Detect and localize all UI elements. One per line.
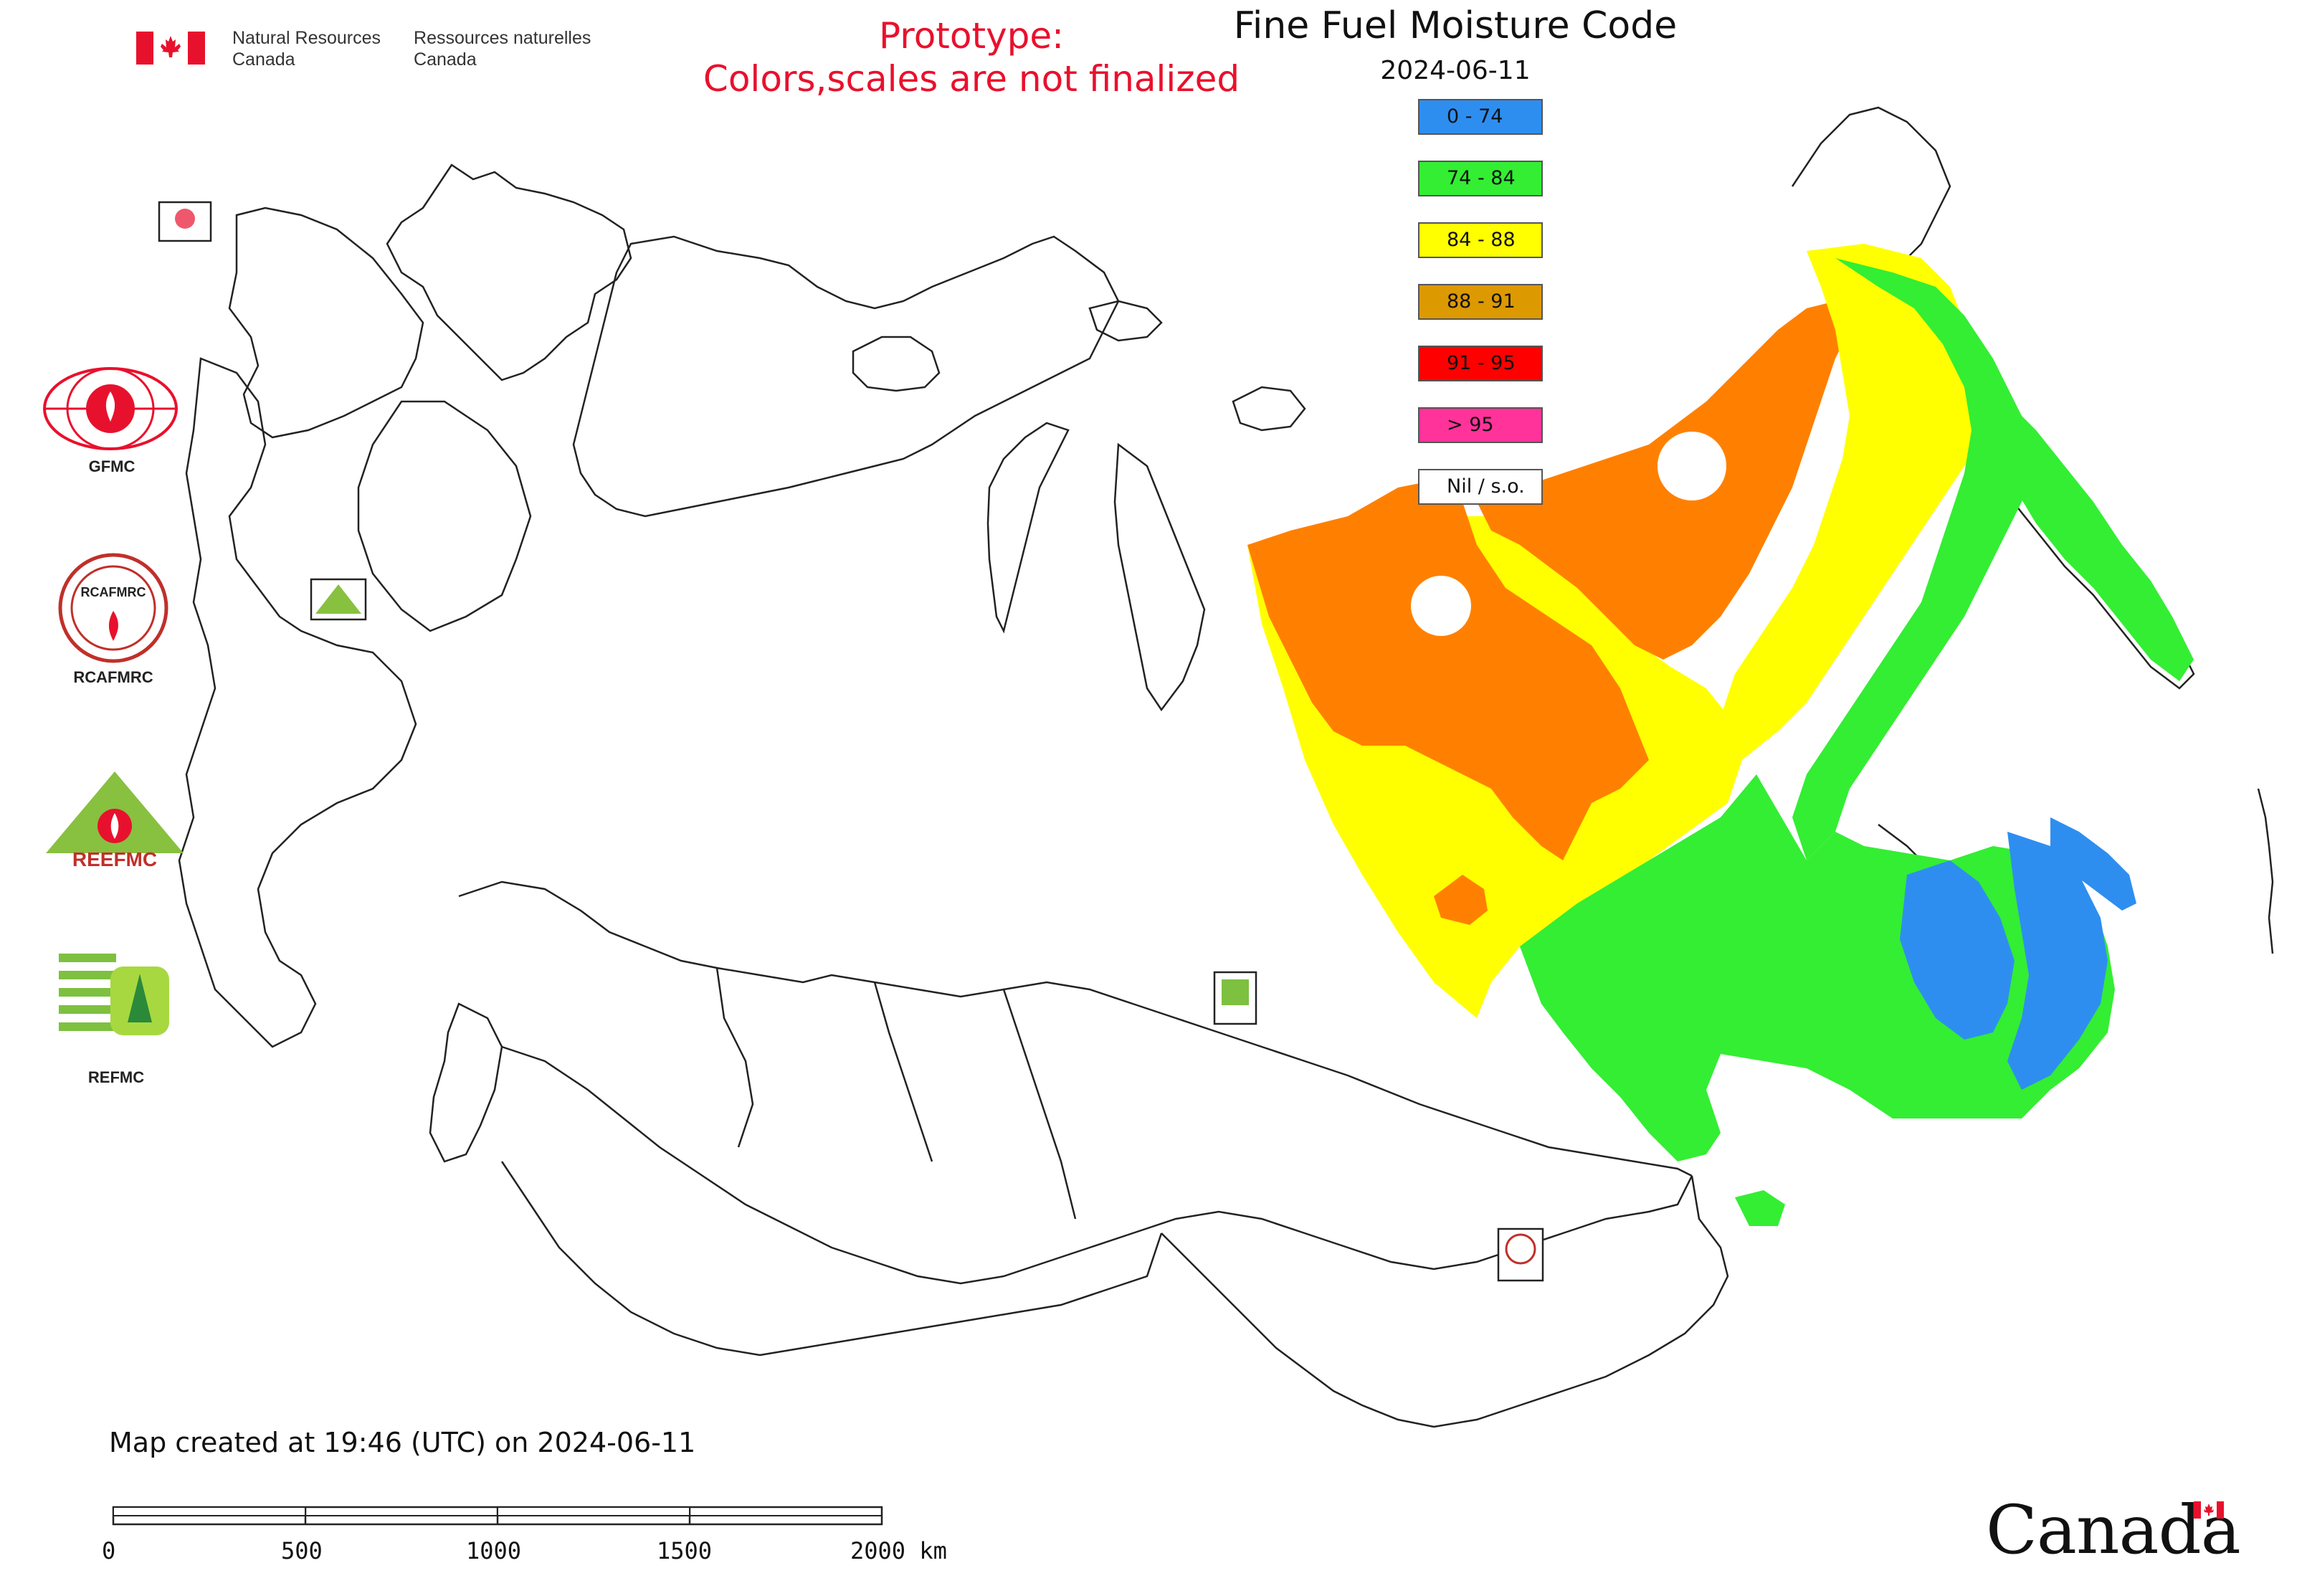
legend-item-74-84: 74 - 84 — [1418, 161, 1543, 196]
southern-border-outline — [458, 880, 1693, 1177]
kazakhstan-south-outline — [500, 1161, 1163, 1357]
gfmc-logo: GFMC — [40, 366, 181, 475]
legend-label: 91 - 95 — [1447, 352, 1516, 374]
nil-circle-2 — [1411, 576, 1471, 636]
inner-borders — [715, 967, 1077, 1220]
legend-item-84-88: 84 - 88 — [1418, 222, 1543, 258]
map-date: 2024-06-11 — [1380, 56, 1531, 85]
scale-tick-500: 500 — [281, 1537, 323, 1564]
franz-josef-outline — [1088, 300, 1163, 342]
severnaya-outline — [1232, 386, 1306, 432]
department-name-en: Natural Resources Canada — [232, 27, 381, 70]
scale-tick-1000: 1000 — [466, 1537, 522, 1564]
reefmc-emblem-icon: REEFMC — [46, 771, 184, 870]
legend-label: > 95 — [1447, 414, 1494, 436]
gfmc-label: GFMC — [88, 457, 135, 475]
government-signature: Natural Resources Canada Ressources natu… — [136, 27, 591, 70]
department-en-line1: Natural Resources — [232, 28, 381, 48]
department-fr-line1: Ressources naturelles — [414, 28, 591, 48]
region-blue-sakhalin — [2050, 817, 2136, 911]
region-yellow-north — [1721, 244, 1993, 760]
caspian-outline — [429, 1002, 503, 1163]
svg-text:RCAFMRC: RCAFMRC — [81, 585, 146, 599]
yamal-outline — [1113, 442, 1206, 712]
region-blue-east — [1900, 860, 2015, 1040]
department-en-line2: Canada — [232, 49, 295, 70]
region-green-island — [1735, 1190, 1785, 1226]
kuril-outline — [2257, 788, 2274, 954]
region-green-kamchatka — [2000, 402, 2194, 681]
legend-item-nil: Nil / s.o. — [1418, 469, 1543, 505]
refmc-emblem-icon — [59, 948, 173, 1041]
rcafmrc-logo: RCAFMRC RCAFMRC — [57, 552, 169, 686]
rcafmrc-label: RCAFMRC — [73, 668, 153, 686]
map-created-text: Map created at 19:46 (UTC) on 2024-06-11 — [109, 1427, 696, 1458]
scale-tick-0: 0 — [102, 1537, 116, 1564]
region-orange-west — [1247, 480, 1649, 860]
rcafmrc-marker — [1497, 1227, 1544, 1282]
country-borders — [178, 106, 2274, 1428]
prototype-line1: Prototype: — [878, 15, 1065, 57]
refmc-label: REFMC — [87, 1068, 145, 1086]
svg-text:REEFMC: REEFMC — [72, 848, 157, 869]
legend-label: 74 - 84 — [1447, 167, 1516, 189]
legend-item-88-91: 88 - 91 — [1418, 284, 1543, 320]
legend-label: 0 - 74 — [1447, 105, 1503, 128]
western-europe-outline — [178, 357, 417, 1048]
scale-tick-2000: 2000 km — [850, 1537, 947, 1564]
nil-circle-1 — [1657, 432, 1726, 500]
prototype-line2: Colors,scales are not finalized — [703, 58, 1240, 100]
legend-item-91-95: 91 - 95 — [1418, 346, 1543, 381]
chukotka-outline — [1791, 106, 1951, 266]
gfmc-emblem-icon — [43, 367, 178, 450]
region-green-south — [1520, 774, 2115, 1162]
central-europe-outline — [357, 400, 532, 632]
novaya-zemlya-outline — [986, 422, 1070, 634]
department-fr-line2: Canada — [414, 49, 477, 70]
northern-coast-outline — [572, 235, 1120, 518]
reefmc-logo: REEFMC — [37, 769, 192, 872]
kola-peninsula-outline — [852, 336, 941, 392]
mongolia-outline — [1161, 1175, 1729, 1428]
refmc-logo: REFMC — [59, 948, 173, 1086]
ffmc-raster — [1247, 244, 2194, 1226]
rcafmrc-emblem-icon: RCAFMRC — [58, 553, 168, 663]
region-green-north — [1792, 258, 2036, 860]
map-title: Fine Fuel Moisture Code — [1233, 4, 1678, 47]
scandinavia-outline — [386, 163, 632, 381]
legend-label: Nil / s.o. — [1447, 475, 1525, 498]
region-blue-coast — [2007, 832, 2108, 1090]
legend-label: 88 - 91 — [1447, 290, 1516, 313]
region-orange-blob — [1434, 875, 1488, 925]
scale-tick-1500: 1500 — [657, 1537, 713, 1564]
legend-label: 84 - 88 — [1447, 229, 1516, 251]
legend-item-0-74: 0 - 74 — [1418, 99, 1543, 135]
legend-item-over-95: > 95 — [1418, 407, 1543, 443]
map-logo-markers — [158, 201, 1544, 1282]
scale-bar — [112, 1506, 883, 1526]
department-name-fr: Ressources naturelles Canada — [414, 27, 591, 70]
canada-flag-icon — [136, 32, 205, 65]
wordmark-flag-icon — [2194, 1501, 2224, 1519]
prototype-notice: Prototype: Colors,scales are not finaliz… — [617, 14, 1326, 100]
baltic-region-outline — [228, 206, 424, 439]
